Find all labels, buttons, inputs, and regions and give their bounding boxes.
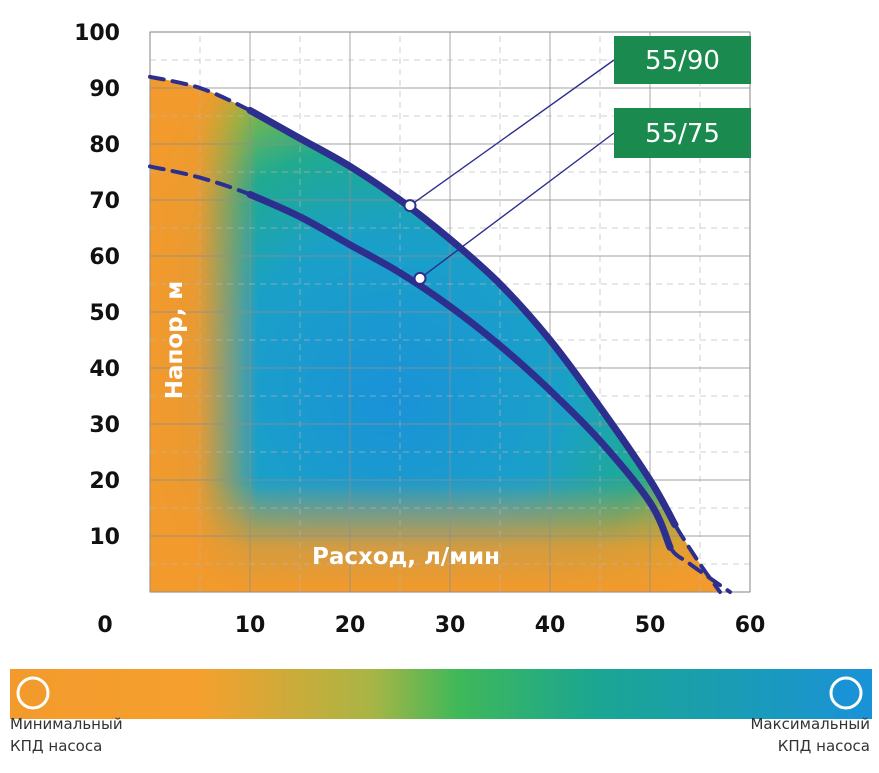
y-axis-ticks: 10 20 30 40 50 60 70 80 90 100 bbox=[74, 21, 120, 550]
series-callout-55-90: 55/90 bbox=[403, 36, 751, 213]
min-efficiency-label-line1: Минимальный bbox=[10, 715, 123, 733]
y-tick-label: 10 bbox=[89, 525, 120, 550]
series-line bbox=[246, 106, 679, 529]
x-tick-label: 0 bbox=[97, 613, 112, 638]
x-tick-label: 50 bbox=[635, 613, 666, 638]
efficiency-legend: Минимальный КПД насоса Максимальный КПД … bbox=[10, 669, 872, 755]
y-tick-label: 70 bbox=[89, 189, 120, 214]
y-tick-label: 60 bbox=[89, 245, 120, 270]
x-tick-label: 20 bbox=[335, 613, 366, 638]
y-tick-label: 90 bbox=[89, 77, 120, 102]
y-tick-label: 100 bbox=[74, 21, 120, 46]
max-efficiency-label-line2: КПД насоса bbox=[778, 737, 870, 755]
callout-leader-line bbox=[409, 59, 615, 207]
efficiency-legend-bar bbox=[10, 669, 872, 719]
series-curve-55-90 bbox=[148, 74, 722, 594]
y-tick-label: 80 bbox=[89, 133, 120, 158]
y-tick-label: 50 bbox=[89, 301, 120, 326]
x-tick-label: 10 bbox=[235, 613, 266, 638]
series-layer bbox=[148, 74, 732, 594]
x-axis-ticks: 0 10 20 30 40 50 60 bbox=[97, 613, 765, 638]
series-badge bbox=[614, 36, 751, 84]
x-axis-title: Расход, л/мин bbox=[312, 544, 500, 570]
callout-point-marker bbox=[403, 199, 417, 213]
x-tick-label: 40 bbox=[535, 613, 566, 638]
y-axis-title: Напор, м bbox=[162, 281, 188, 399]
max-efficiency-label-line1: Максимальный bbox=[750, 715, 870, 733]
y-tick-label: 20 bbox=[89, 469, 120, 494]
series-line bbox=[246, 190, 674, 551]
series-badge bbox=[614, 108, 751, 158]
max-efficiency-marker-icon bbox=[829, 676, 863, 710]
callout-point-marker bbox=[413, 271, 427, 285]
callout-leader-line bbox=[419, 132, 615, 279]
min-efficiency-label-line2: КПД насоса bbox=[10, 737, 102, 755]
series-curve-55-75 bbox=[148, 164, 732, 594]
min-efficiency-marker-icon bbox=[16, 676, 50, 710]
callout-layer: 55/90 55/75 bbox=[403, 36, 751, 285]
y-tick-label: 30 bbox=[89, 413, 120, 438]
series-badge-label: 55/90 bbox=[645, 46, 720, 76]
x-tick-label: 60 bbox=[735, 613, 766, 638]
series-callout-55-75: 55/75 bbox=[413, 108, 751, 285]
x-tick-label: 30 bbox=[435, 613, 466, 638]
y-tick-label: 40 bbox=[89, 357, 120, 382]
series-badge-label: 55/75 bbox=[645, 119, 720, 149]
